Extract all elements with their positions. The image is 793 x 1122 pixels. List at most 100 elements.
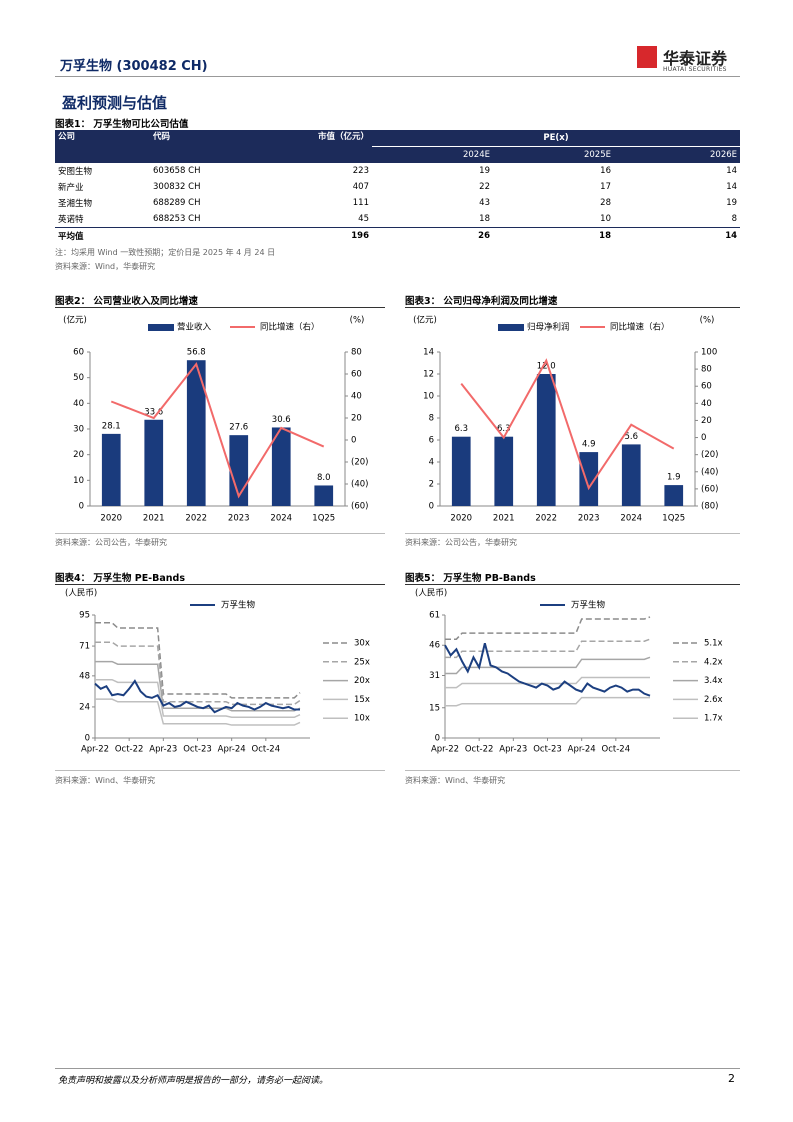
cell: 196 — [270, 227, 372, 244]
y2-tick-label: 100 — [701, 348, 717, 358]
bar — [494, 436, 514, 506]
band-line — [445, 676, 650, 689]
x-tick-label: Oct-23 — [533, 745, 562, 755]
y-tick-label: 12 — [423, 370, 434, 380]
y2-tick-label: (80) — [701, 502, 718, 512]
band-line — [445, 638, 651, 659]
cell: 22 — [479, 182, 490, 192]
cell: 45 — [358, 214, 369, 224]
band-line — [95, 660, 301, 712]
value-label: 12.0 — [537, 362, 556, 372]
legend-label: 万孚生物 — [221, 600, 256, 611]
legend-label: 15x — [354, 695, 370, 705]
chart-title: 图表5： 万孚生物 PB-Bands — [405, 573, 536, 584]
brand-en: HUATAI SECURITIES — [663, 66, 727, 73]
value-label: 33.6 — [144, 407, 163, 417]
cell: 16 — [600, 166, 611, 176]
band-line — [445, 616, 651, 640]
table-source: 资料来源：Wind，华泰研究 — [55, 262, 156, 271]
cell: 223 — [352, 166, 369, 176]
x-tick-label: 2020 — [100, 514, 122, 524]
bar — [144, 419, 164, 506]
page-number: 2 — [728, 1072, 735, 1085]
x-tick-label: 2023 — [578, 514, 600, 524]
y2-tick-label: 80 — [701, 365, 712, 375]
y-tick-label: 48 — [79, 671, 90, 681]
cell: 英诺特 — [58, 215, 84, 225]
y2-tick-label: 0 — [351, 436, 356, 446]
value-label: 6.3 — [497, 424, 511, 434]
value-label: 5.6 — [624, 432, 638, 442]
bar — [621, 444, 641, 506]
y-tick-label: 6 — [429, 436, 434, 446]
th: 2025E — [493, 146, 614, 163]
rule — [405, 770, 740, 771]
rule — [55, 533, 385, 534]
y-tick-label: 50 — [73, 373, 84, 383]
bar — [536, 374, 556, 506]
legend-label: 万孚生物 — [571, 600, 606, 611]
y-axis-label: (亿元) — [63, 315, 87, 326]
rule — [55, 584, 385, 585]
x-tick-label: 2021 — [493, 514, 515, 524]
legend-swatch — [498, 324, 524, 331]
cell: 安图生物 — [58, 167, 93, 177]
footer-rule — [55, 1068, 740, 1069]
cell: 111 — [352, 198, 369, 208]
y-tick-label: 30 — [73, 425, 84, 435]
value-label: 6.3 — [454, 424, 468, 434]
brand: 华泰证券 — [663, 49, 728, 68]
y-tick-label: 2 — [429, 480, 434, 490]
cell: 688289 CH — [153, 198, 201, 208]
row: 安图生物 603658 CH 223 19 16 14 — [55, 163, 740, 179]
y-tick-label: 10 — [423, 392, 434, 402]
cell: 新产业 — [58, 183, 84, 193]
legend-label: 30x — [354, 639, 370, 649]
bar — [314, 485, 334, 506]
x-tick-label: 2020 — [450, 514, 472, 524]
legend-label: 4.2x — [704, 657, 723, 667]
cell: 14 — [614, 227, 741, 244]
y-tick-label: 46 — [429, 641, 440, 651]
header-rule — [55, 76, 740, 77]
cell: 14 — [726, 182, 738, 192]
legend-label: 25x — [354, 657, 370, 667]
chart-source: 资料来源：Wind、华泰研究 — [55, 776, 156, 785]
y2-tick-label: (40) — [701, 467, 718, 477]
bar — [579, 452, 599, 506]
y-tick-label: 61 — [429, 611, 440, 621]
disclaimer: 免责声明和披露以及分析师声明是报告的一部分，请务必一起阅读。 — [58, 1076, 329, 1086]
header-title: 万孚生物 (300482 CH) — [60, 59, 208, 74]
y-tick-label: 0 — [435, 734, 440, 744]
y-tick-label: 4 — [429, 458, 434, 468]
th: 2026E — [614, 146, 741, 163]
y2-tick-label: 20 — [701, 416, 712, 426]
y-tick-label: 0 — [79, 502, 84, 512]
x-tick-label: Apr-22 — [431, 745, 459, 755]
chart-title: 图表3： 公司归母净利润及同比增速 — [405, 296, 558, 307]
cell: 688253 CH — [153, 214, 201, 224]
logo — [637, 46, 657, 68]
y-tick-label: 24 — [79, 702, 90, 712]
cell: 18 — [479, 214, 490, 224]
y-tick-label: 95 — [79, 611, 90, 621]
row: 圣湘生物 688289 CH 111 43 28 19 — [55, 195, 740, 211]
cell: 407 — [352, 182, 369, 192]
cell: 19 — [479, 166, 490, 176]
cell: 14 — [726, 166, 738, 176]
x-tick-label: Apr-24 — [218, 745, 246, 755]
x-tick-label: Oct-24 — [602, 745, 631, 755]
y2-tick-label: 60 — [701, 382, 712, 392]
legend-label: 归母净利润 — [527, 322, 570, 333]
x-tick-label: Oct-22 — [115, 745, 144, 755]
price-line — [94, 679, 300, 714]
chart: 0 15 31 46 61 Apr-22 Oct-22 Apr-23 Oct-23 Apr-24 O… — [415, 589, 723, 755]
table-note: 注：均采用 Wind 一致性预期；定价日是 2025 年 4 月 24 日 — [55, 248, 276, 257]
chart-source: 资料来源：Wind、华泰研究 — [405, 776, 506, 785]
x-tick-label: 2021 — [143, 514, 165, 524]
y2-tick-label: (20) — [701, 450, 718, 460]
band-line — [445, 696, 650, 707]
x-tick-label: Oct-24 — [252, 745, 281, 755]
legend-label: 10x — [354, 714, 370, 724]
legend-label: 2.6x — [704, 695, 723, 705]
